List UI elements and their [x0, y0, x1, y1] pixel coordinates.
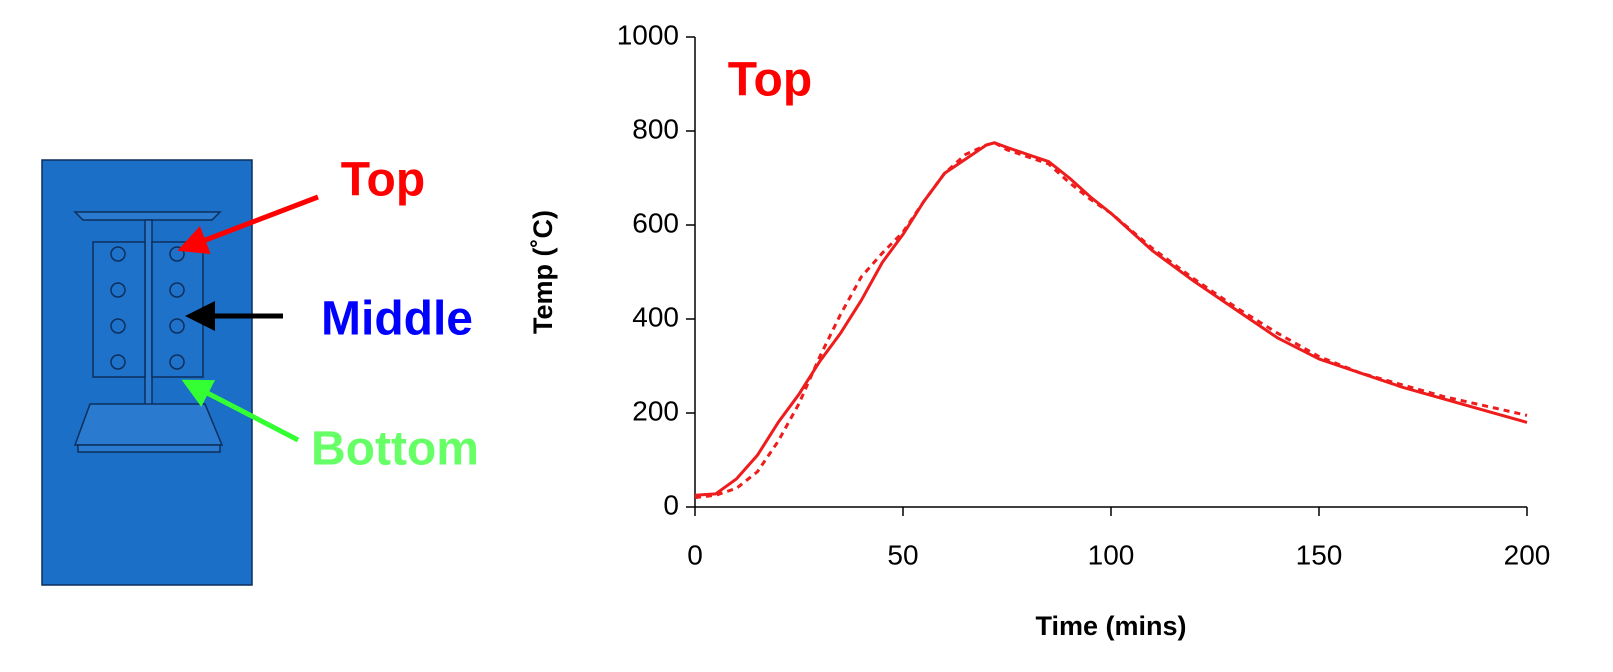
line-series: [695, 143, 1527, 498]
plate: [152, 242, 203, 377]
plate: [93, 242, 145, 377]
x-tick-label: 150: [1296, 539, 1343, 570]
y-axis-title: Temp (˚C): [528, 210, 558, 334]
y-tick-label: 1000: [617, 19, 679, 50]
x-tick-label: 100: [1088, 539, 1135, 570]
x-axis-title: Time (mins): [1035, 611, 1186, 641]
x-tick-label: 50: [887, 539, 918, 570]
bottom-flange-edge: [78, 445, 220, 452]
x-tick-label: 0: [687, 539, 703, 570]
diagram-label: Middle: [321, 293, 473, 346]
y-tick-label: 200: [632, 395, 679, 426]
diagram-label: Bottom: [311, 423, 479, 476]
chart-annotation: Top: [728, 54, 812, 107]
top-flange: [75, 212, 220, 220]
x-tick-label: 200: [1504, 539, 1551, 570]
y-tick-label: 600: [632, 207, 679, 238]
y-tick-label: 0: [663, 489, 679, 520]
diagram-label: Top: [341, 154, 425, 207]
bottom-flange: [75, 404, 222, 445]
line-series: [695, 143, 1527, 496]
figure: Top Middle Bottom Top Time (mins) Temp (…: [0, 0, 1613, 667]
y-tick-label: 800: [632, 113, 679, 144]
page: Top Middle Bottom Top Time (mins) Temp (…: [0, 0, 1613, 672]
beam-diagram: [42, 160, 252, 585]
y-tick-label: 400: [632, 301, 679, 332]
